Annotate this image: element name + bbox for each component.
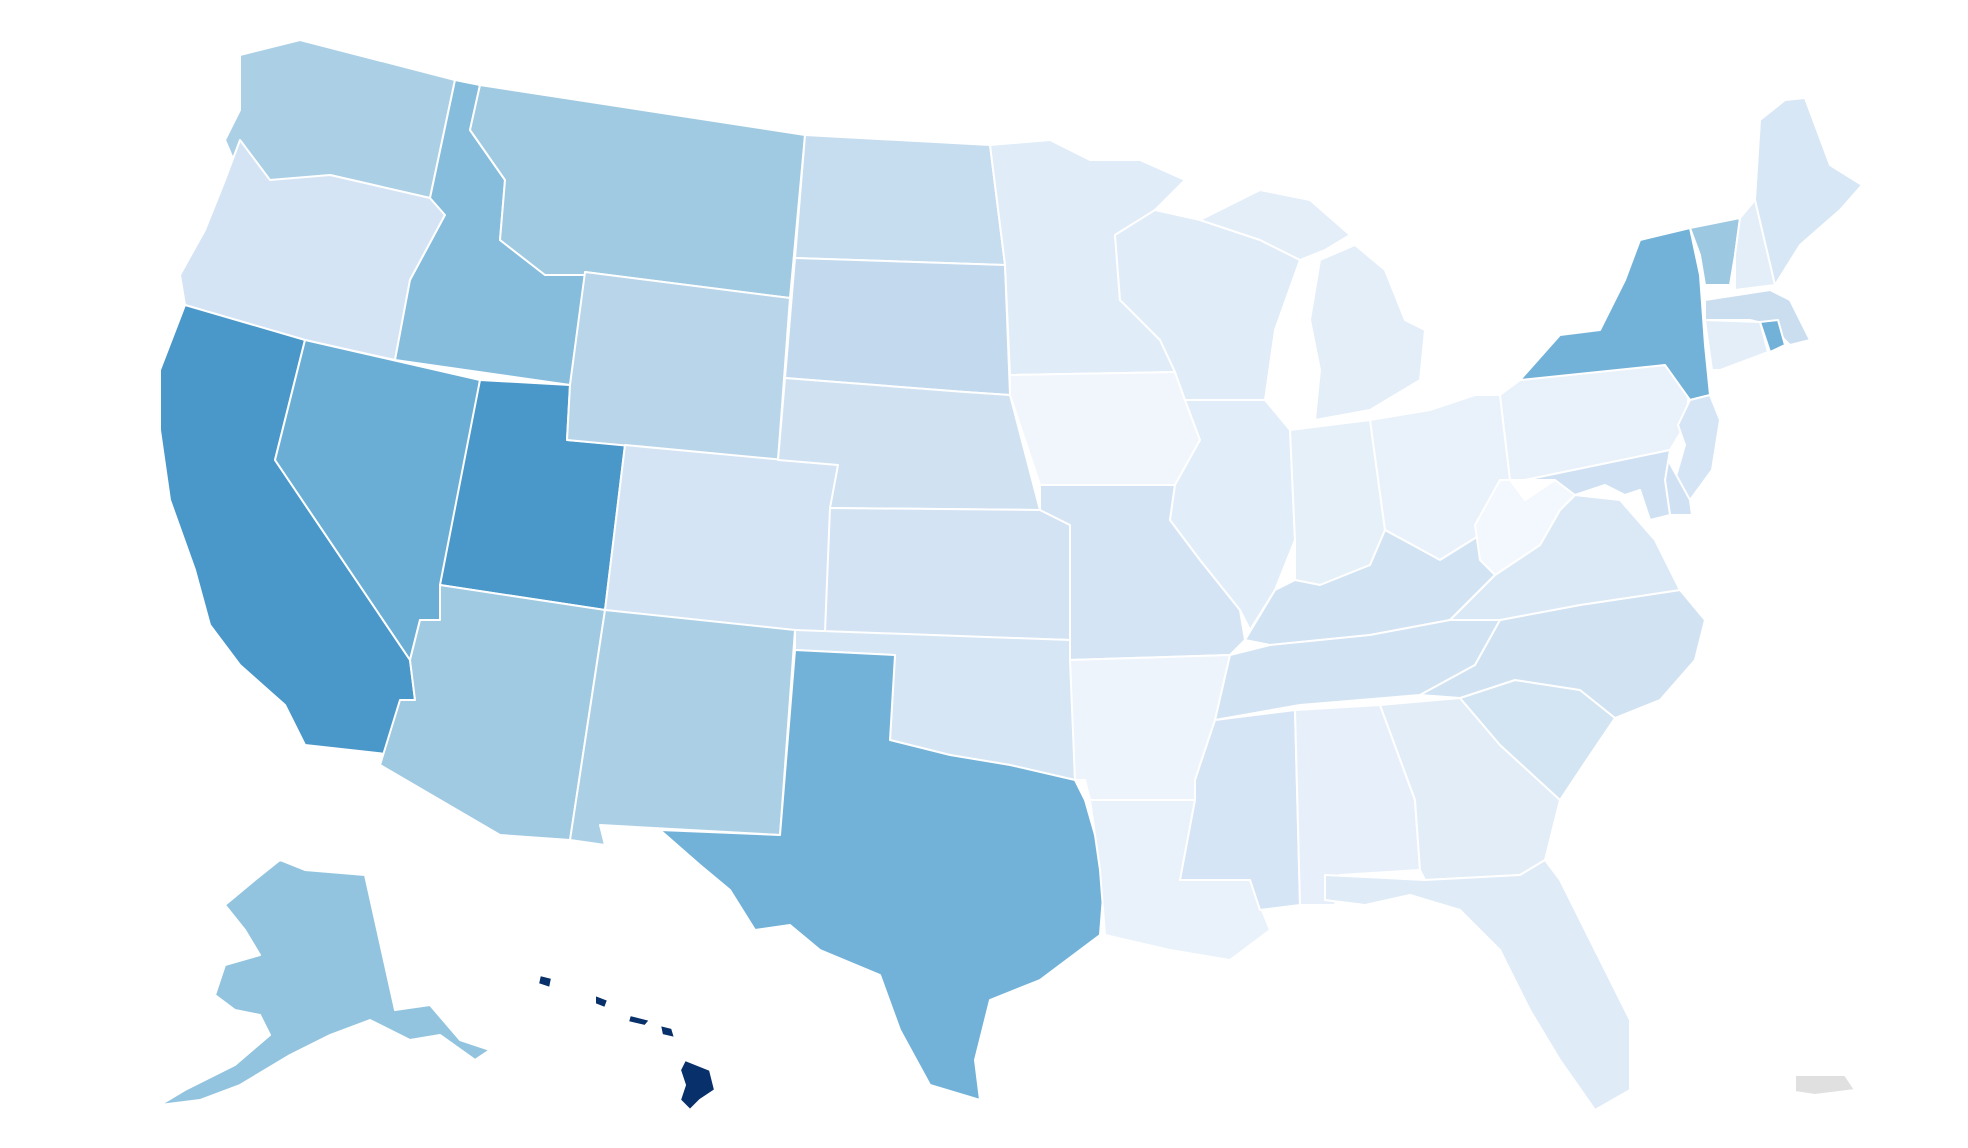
state-nm[interactable] [569,609,796,846]
state-nd[interactable] [794,134,1006,266]
state-ia[interactable] [1009,371,1201,486]
state-hi[interactable] [537,974,716,1111]
state-sd[interactable] [784,257,1011,396]
state-pr[interactable] [1794,1074,1856,1096]
state-tx[interactable] [659,649,1106,1101]
state-il[interactable] [1169,399,1296,631]
state-me[interactable] [1754,97,1863,286]
state-ak[interactable] [159,859,491,1106]
state-wi[interactable] [1114,209,1301,401]
state-mi[interactable] [1199,189,1426,421]
state-co[interactable] [604,444,839,636]
state-ct[interactable] [1704,319,1769,371]
state-in[interactable] [1289,419,1386,586]
state-ny[interactable] [1519,227,1711,401]
state-md[interactable] [1524,449,1671,521]
state-ri[interactable] [1759,319,1786,353]
state-fl[interactable] [1324,859,1631,1111]
state-ks[interactable] [824,507,1071,641]
state-wy[interactable] [566,271,791,461]
state-nh[interactable] [1734,199,1776,291]
